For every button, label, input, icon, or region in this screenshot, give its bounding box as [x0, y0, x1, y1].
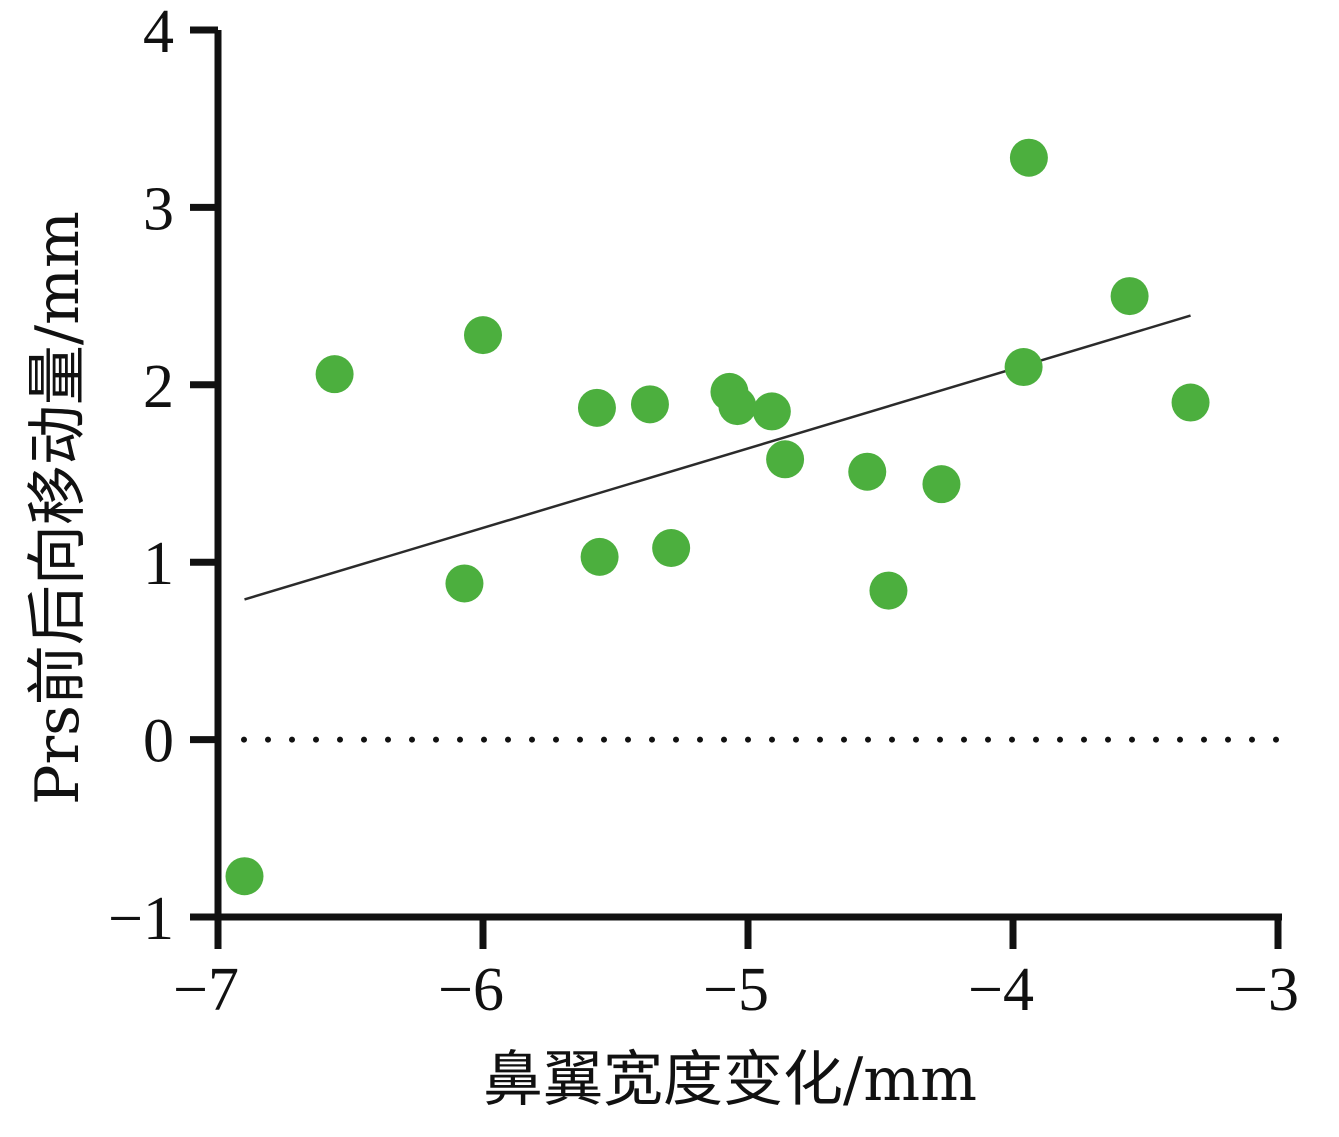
- data-point: [922, 465, 961, 504]
- x-axis-label: 鼻翼宽度变化/mm: [483, 1045, 977, 1115]
- trend-line: [244, 314, 1191, 601]
- y-tick-label: 2: [143, 353, 174, 421]
- data-point: [577, 388, 616, 427]
- y-tick-label: 1: [143, 530, 174, 598]
- data-point: [652, 529, 691, 568]
- data-point: [464, 316, 502, 355]
- x-tick-label: −5: [703, 956, 769, 1024]
- data-point: [1004, 348, 1043, 387]
- y-tick-label: 4: [143, 0, 174, 66]
- data-point: [766, 440, 805, 479]
- y-tick-label: −1: [108, 885, 174, 953]
- x-tick-label: −6: [438, 956, 504, 1024]
- y-tick-label: 3: [143, 175, 174, 243]
- x-tick-label: −4: [968, 956, 1034, 1024]
- data-point: [1171, 383, 1210, 422]
- y-axis-label: Prs前后向移动量/mm: [23, 211, 93, 805]
- data-point: [315, 355, 354, 394]
- data-point: [580, 537, 619, 576]
- data-point: [869, 571, 908, 610]
- data-point: [225, 857, 264, 896]
- trend-layer: [244, 314, 1191, 601]
- x-tick-label: −7: [173, 956, 239, 1024]
- y-tick-label: 0: [143, 708, 174, 776]
- x-tick-label: −3: [1233, 956, 1299, 1024]
- points-layer: [225, 138, 1210, 896]
- data-point: [445, 564, 484, 603]
- axes-layer: [190, 26, 1282, 949]
- data-point: [630, 385, 669, 424]
- data-point: [718, 387, 757, 426]
- data-point: [1110, 277, 1149, 316]
- labels-layer: 鼻翼宽度变化/mm Prs前后向移动量/mm −1 0 1 2 3 4 −7 −6 −5 −4 −3: [23, 0, 1299, 1115]
- data-point: [1009, 138, 1048, 177]
- data-point: [752, 392, 791, 431]
- data-point: [848, 452, 887, 491]
